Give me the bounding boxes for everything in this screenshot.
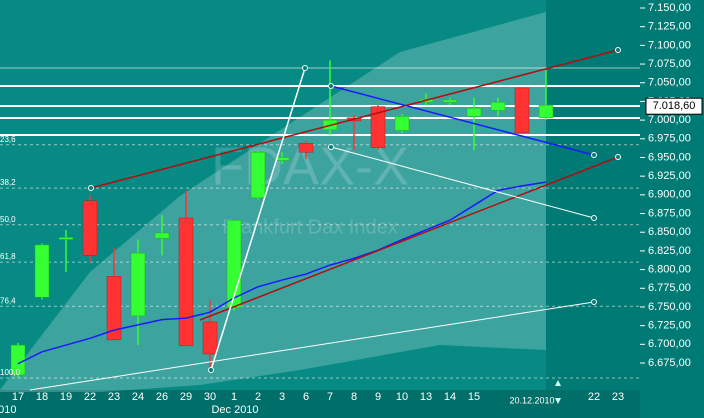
x-tick-label: 1: [231, 391, 237, 403]
candle-body: [130, 252, 146, 317]
y-tick-label: 7.125,00: [648, 21, 691, 33]
candle-body: [274, 157, 290, 161]
x-tick-label: 23: [108, 391, 120, 403]
x-tick-label: 22: [588, 391, 600, 403]
last-price-box: [645, 97, 703, 115]
x-tick-label: 19: [60, 391, 72, 403]
x-tick-label: 2: [255, 391, 261, 403]
y-tick-label: 7.000,00: [648, 114, 691, 126]
x-tick-label: 14: [444, 391, 456, 403]
y-tick-label: 6.975,00: [648, 133, 691, 145]
y-tick-label: 7.050,00: [648, 77, 691, 89]
marker: [555, 380, 561, 386]
candle-body: [202, 321, 218, 355]
y-tick-label: 6.875,00: [648, 207, 691, 219]
y-tick-label: 6.925,00: [648, 170, 691, 182]
x-tick-label: 13: [420, 391, 432, 403]
x-tick-label: 8: [351, 391, 357, 403]
x-tick-label: 30: [204, 391, 216, 403]
y-tick-label: 6.850,00: [648, 226, 691, 238]
candle-body: [178, 217, 194, 347]
y-tick-label: 7.100,00: [648, 39, 691, 51]
horizontal-lines: [0, 67, 640, 136]
last-price-label: 7.018,60: [653, 100, 696, 112]
x-axis-band: [0, 390, 640, 418]
candle-body: [250, 151, 266, 199]
y-tick-label: 6.700,00: [648, 338, 691, 350]
fib-label: 76,4: [0, 296, 16, 305]
candle-body: [514, 87, 530, 134]
candle-body: [442, 99, 458, 103]
x-tick-label: 24: [132, 391, 144, 403]
candle-body: [394, 116, 410, 131]
y-tick-label: 7.075,00: [648, 58, 691, 70]
candle-body: [154, 232, 170, 239]
x-year-label: 2010: [0, 404, 16, 416]
candle-body: [34, 244, 50, 298]
future-area: [546, 0, 640, 390]
date-marker: 20.12.2010: [509, 395, 554, 405]
candle-body: [466, 107, 482, 117]
y-tick-label: 7.150,00: [648, 2, 691, 14]
candle-body: [370, 106, 386, 149]
candle-body: [58, 237, 74, 240]
marker: [555, 398, 561, 404]
x-tick-label: 18: [36, 391, 48, 403]
x-tick-label: 26: [156, 391, 168, 403]
fib-label: 50,0: [0, 215, 16, 224]
y-tick-label: 6.800,00: [648, 263, 691, 275]
x-tick-label: 7: [327, 391, 333, 403]
x-tick-label: 22: [84, 391, 96, 403]
y-tick-label: 6.825,00: [648, 245, 691, 257]
y-tick-label: 6.900,00: [648, 189, 691, 201]
candle-body: [538, 104, 554, 119]
x-tick-label: 29: [180, 391, 192, 403]
trendlines: [29, 47, 621, 391]
y-tick-label: 6.750,00: [648, 301, 691, 313]
candle-body: [490, 101, 506, 111]
x-tick-label: 17: [12, 391, 24, 403]
y-tick-label: 6.725,00: [648, 320, 691, 332]
moving-average: [17, 181, 547, 365]
fib-label: 100,0: [0, 368, 21, 377]
x-month-label: Dec 2010: [211, 404, 258, 416]
x-tick-label: 10: [396, 391, 408, 403]
x-tick-label: 6: [303, 391, 309, 403]
y-axis-band: [640, 0, 704, 418]
y-tick-label: 6.950,00: [648, 151, 691, 163]
fib-label: 38,2: [0, 178, 16, 187]
plot-background: [0, 0, 546, 390]
candle-body: [106, 276, 122, 341]
x-tick-label: 3: [279, 391, 285, 403]
candle-body: [298, 143, 314, 153]
fib-label: 23,6: [0, 135, 16, 144]
x-tick-label: 9: [375, 391, 381, 403]
watermark-subtitle: Frankfurt Dax Index: [222, 216, 398, 238]
candle-body: [82, 200, 98, 256]
y-tick-label: 6.775,00: [648, 282, 691, 294]
x-tick-label: 23: [612, 391, 624, 403]
y-tick-label: 6.675,00: [648, 357, 691, 369]
x-tick-label: 15: [468, 391, 480, 403]
fib-label: 61,8: [0, 252, 16, 261]
